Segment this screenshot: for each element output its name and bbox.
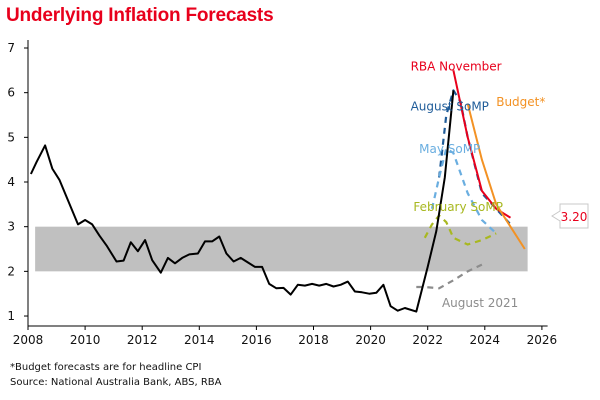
y-tick-label: 2 [7,264,15,278]
x-tick-label: 2016 [241,333,272,347]
footnote-source: Source: National Australia Bank, ABS, RB… [10,377,222,388]
y-tick-label: 1 [7,309,15,323]
callout-value: 3.20 [561,210,588,224]
callout-box [551,203,589,229]
series-budget [466,103,526,250]
target-band [35,226,528,272]
y-tick-label: 6 [7,86,15,100]
label-budget: Budget* [496,95,545,109]
label-rba-november: RBA November [411,59,502,73]
label-august-somp: August SoMP [411,100,489,114]
x-tick-label: 2026 [527,333,558,347]
x-tick-label: 2010 [70,333,101,347]
x-tick-label: 2020 [355,333,386,347]
x-tick-label: 2024 [470,333,501,347]
x-tick-label: 2018 [298,333,329,347]
series-february-somp [423,214,497,246]
x-tick-label: 2022 [412,333,443,347]
x-tick-label: 2012 [127,333,158,347]
y-tick-label: 4 [7,175,15,189]
footnote-budget: *Budget forecasts are for headline CPI [10,362,202,373]
y-tick-label: 3 [7,220,15,234]
y-tick-label: 7 [7,41,15,55]
x-tick-label: 2008 [13,333,44,347]
x-tick-label: 2014 [184,333,215,347]
y-tick-label: 5 [7,130,15,144]
series-may-somp [430,147,497,235]
label-february-somp: February SoMP [413,200,503,214]
label-august-2021: August 2021 [442,296,518,310]
value-callout: 3.20 [551,203,589,229]
chart-title: Underlying Inflation Forecasts [6,5,274,26]
label-may-somp: May SoMP [419,142,480,156]
series-august-2021 [416,263,483,290]
series-actual [29,90,455,313]
